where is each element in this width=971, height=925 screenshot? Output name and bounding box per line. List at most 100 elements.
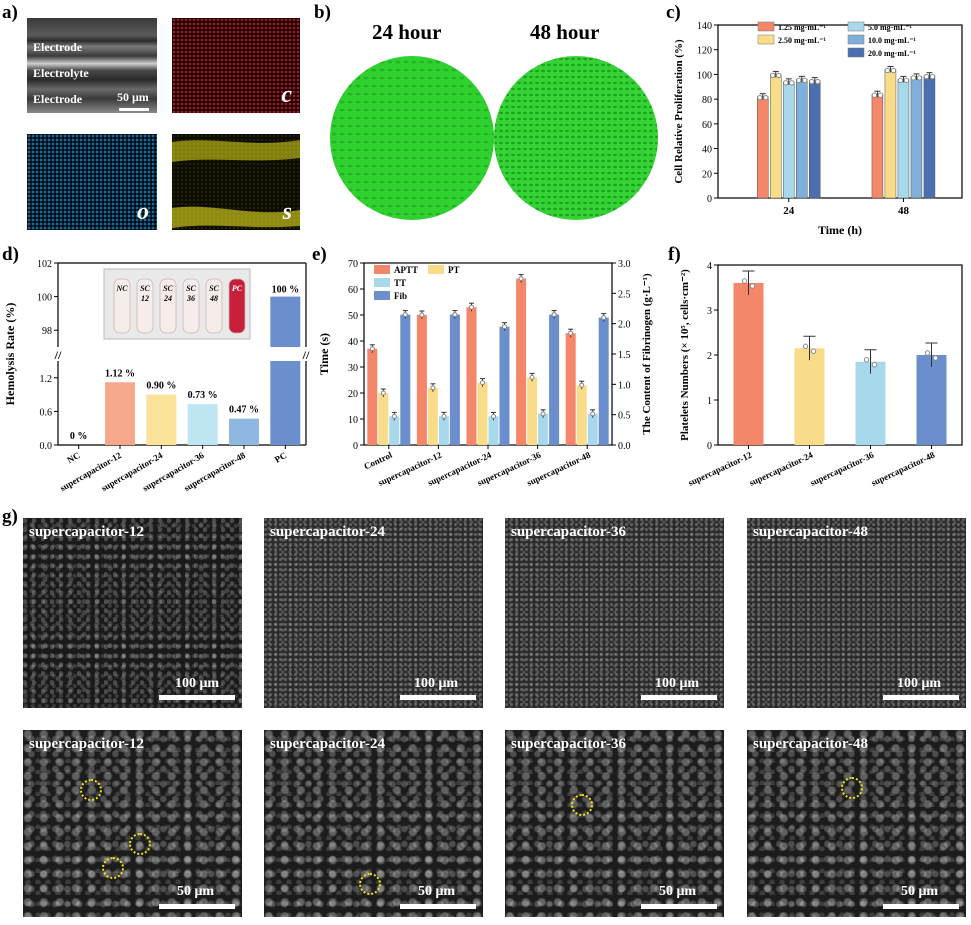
y-tick-label: 98 [42,326,52,337]
data-point [452,312,458,318]
x-tick-label: supercapacitor-12 [687,450,754,488]
y-tick-label: 20 [702,169,712,180]
bar [587,413,598,445]
scale-label: 100 μm [655,676,700,691]
test-tube [159,278,177,334]
element-s-label: s [282,199,292,225]
data-point [480,380,485,386]
platelet-marker [359,873,381,895]
bar [477,382,488,445]
axis-break-mark: // [302,348,310,362]
bar [796,79,808,199]
sem-title: supercapacitor-36 [511,736,626,752]
scale-bar [159,904,235,909]
tube-label: SC [140,284,150,293]
data-point [783,80,789,86]
legend-swatch [847,47,865,58]
legend-label: 10.0 mg·mL⁻¹ [868,36,917,45]
data-label: 0.90 % [146,381,176,392]
bar [427,387,438,445]
cell-proliferation-chart: 0 20 40 60 80 100 120 140 Cell Relative Prolifer… [673,21,963,237]
coagulation-chart: 0 10 20 30 40 50 60 70 Time (s) 0.0 0.5 1.0 1.5 2.0 2.… [317,259,653,488]
y-tick-label: 70 [348,259,358,270]
tube-label: SC [209,284,219,293]
bar [270,361,301,445]
scale-label: 100 μm [175,676,220,691]
axis-break-mark: // [54,348,62,362]
sem-image-sc24-high: supercapacitor-24 50 μm [264,730,483,917]
data-point [369,346,375,352]
legend-label: APTT [394,265,418,275]
data-point [815,78,821,85]
y-tick-label: 100 [37,293,52,304]
bar [229,418,259,445]
sem-image-sc24-low: supercapacitor-24 100 μm [264,518,483,708]
data-point [391,413,397,419]
legend-label: Fib [394,291,407,301]
data-label: 0 % [70,431,88,442]
y-tick-label: 40 [702,145,712,156]
data-label: 0.73 % [188,390,218,401]
data-point [741,278,748,284]
data-label: 100 % [272,285,300,296]
y-tick-label: 0.6 [40,407,53,418]
scale-bar [641,904,717,909]
bar [855,361,886,445]
scale-label: 100 μm [414,676,459,691]
x-tick-label: supercapacitor-24 [748,450,815,488]
bar [871,93,884,199]
y-axis-title: Hemolysis Rate (%) [3,303,17,406]
y-tick-label: 0 [707,194,712,205]
test-tube [136,278,154,334]
legend-label: 5.0 mg·mL⁻¹ [868,23,913,32]
y2-tick-label: 0.0 [618,441,631,452]
data-point [789,80,795,86]
data-point [757,94,763,101]
live-cell-24h-image [330,56,494,220]
bar [527,377,538,445]
bar [187,404,218,445]
data-point [776,72,782,79]
data-point [430,385,436,391]
bar [783,81,795,199]
legend-swatch [847,34,865,45]
scale-label: 50 μm [659,884,697,899]
y-tick-label: 20 [348,389,358,400]
legend-swatch [757,34,775,45]
data-label: 0.47 % [229,405,259,416]
data-point [932,355,939,361]
data-point [601,315,607,321]
data-point [402,312,408,318]
y-tick-label: 0 [353,441,358,452]
data-point [890,67,897,74]
y-tick-label: 2 [707,351,712,362]
layer-label-bottom: Electrode [33,92,83,106]
data-point [763,94,769,101]
data-point [923,73,930,80]
y-tick-label: 60 [702,120,712,131]
bar [516,278,527,445]
data-point [419,312,425,318]
oxygen-map-image: o [27,134,157,230]
y-axis-title: Platelets Numbers (× 10⁵, cells·cm⁻²) [679,269,691,441]
platelet-adhesion-chart: 0 1 2 3 4 Platelets Numbers (× 10⁵, cells·cm⁻… [679,261,963,488]
data-point [863,357,870,363]
y-tick-label: 0.0 [40,441,53,452]
scale-bar [400,904,476,909]
x-tick-label: supercapacitor-48 [870,450,937,488]
data-point [441,413,447,419]
scale-bar [119,108,149,111]
platelet-marker [129,833,151,855]
layer-label-top: Electrode [33,40,83,54]
y-tick-label: 1.2 [40,374,53,385]
scale-bar [159,695,235,700]
y-axis-title: Cell Relative Proliferation (%) [673,39,685,184]
sulfur-map-image: s [172,134,300,230]
test-tube [113,278,131,334]
data-point [802,77,808,84]
bar [897,79,910,199]
data-point [802,343,809,349]
plot-frame [717,24,963,199]
sem-image-sc12-high: supercapacitor-12 50 μm [23,730,242,917]
